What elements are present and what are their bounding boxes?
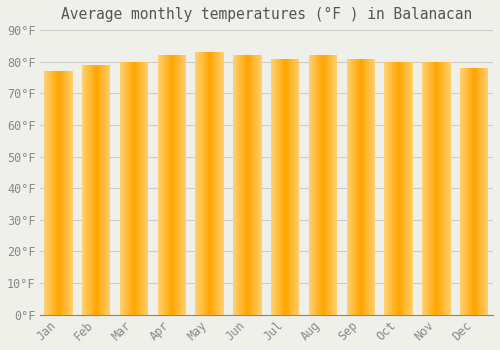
Title: Average monthly temperatures (°F ) in Balanacan: Average monthly temperatures (°F ) in Ba… bbox=[60, 7, 472, 22]
